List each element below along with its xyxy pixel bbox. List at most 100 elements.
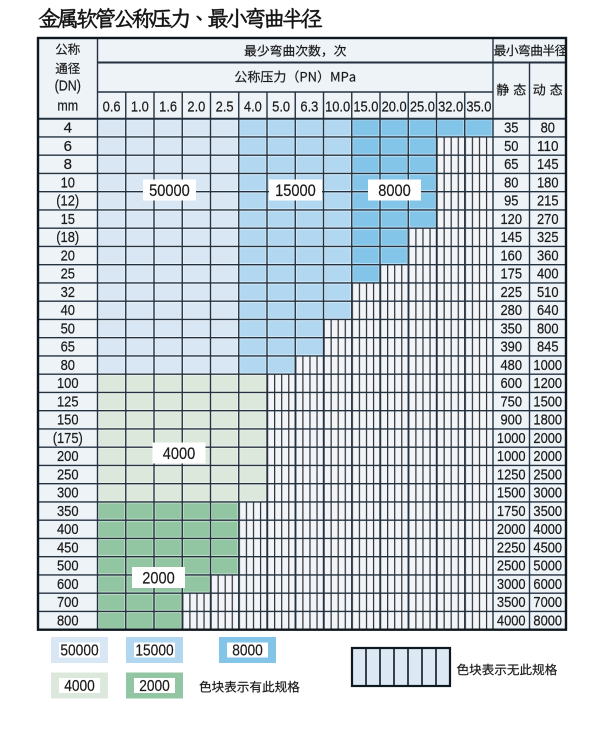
svg-text:2000: 2000 bbox=[139, 678, 170, 695]
svg-text:35.0: 35.0 bbox=[466, 99, 491, 116]
svg-text:1000: 1000 bbox=[497, 448, 526, 465]
svg-text:280: 280 bbox=[500, 302, 522, 319]
svg-text:500: 500 bbox=[57, 558, 79, 575]
svg-text:100: 100 bbox=[57, 375, 79, 392]
svg-text:40: 40 bbox=[61, 302, 75, 319]
svg-text:4500: 4500 bbox=[533, 539, 562, 556]
svg-text:200: 200 bbox=[57, 448, 79, 465]
svg-text:510: 510 bbox=[537, 284, 559, 301]
svg-text:4.0: 4.0 bbox=[244, 99, 262, 116]
svg-text:8000: 8000 bbox=[232, 643, 263, 660]
svg-text:1800: 1800 bbox=[533, 412, 562, 429]
svg-text:180: 180 bbox=[537, 174, 559, 191]
svg-text:25.0: 25.0 bbox=[410, 99, 435, 116]
svg-text:15000: 15000 bbox=[275, 181, 316, 200]
svg-text:4000: 4000 bbox=[64, 678, 95, 695]
svg-text:6000: 6000 bbox=[533, 576, 562, 593]
svg-text:250: 250 bbox=[57, 466, 79, 483]
svg-text:700: 700 bbox=[57, 594, 79, 611]
svg-text:640: 640 bbox=[537, 302, 559, 319]
svg-text:3500: 3500 bbox=[533, 503, 562, 520]
svg-text:600: 600 bbox=[57, 576, 79, 593]
svg-text:2000: 2000 bbox=[142, 568, 175, 587]
svg-text:270: 270 bbox=[537, 211, 559, 228]
svg-text:20: 20 bbox=[61, 247, 75, 264]
svg-text:800: 800 bbox=[537, 320, 559, 337]
svg-text:4000: 4000 bbox=[533, 521, 562, 538]
svg-text:50: 50 bbox=[504, 138, 518, 155]
svg-text:2250: 2250 bbox=[497, 539, 526, 556]
svg-text:1500: 1500 bbox=[533, 393, 562, 410]
svg-text:80: 80 bbox=[541, 120, 555, 137]
svg-text:95: 95 bbox=[504, 193, 518, 210]
svg-text:5.0: 5.0 bbox=[272, 99, 290, 116]
svg-text:160: 160 bbox=[500, 247, 522, 264]
svg-text:8: 8 bbox=[64, 156, 72, 173]
svg-text:150: 150 bbox=[57, 412, 79, 429]
svg-text:6: 6 bbox=[64, 138, 72, 155]
svg-text:4000: 4000 bbox=[497, 612, 526, 629]
svg-text:125: 125 bbox=[57, 393, 79, 410]
svg-text:400: 400 bbox=[57, 521, 79, 538]
svg-text:800: 800 bbox=[57, 612, 79, 629]
svg-text:360: 360 bbox=[537, 247, 559, 264]
svg-text:845: 845 bbox=[537, 339, 559, 356]
svg-text:2000: 2000 bbox=[533, 430, 562, 447]
svg-text:15: 15 bbox=[61, 211, 75, 228]
svg-text:2500: 2500 bbox=[497, 558, 526, 575]
svg-text:65: 65 bbox=[504, 156, 518, 173]
svg-text:3000: 3000 bbox=[497, 576, 526, 593]
svg-text:7000: 7000 bbox=[533, 594, 562, 611]
svg-text:1000: 1000 bbox=[497, 430, 526, 447]
svg-text:4: 4 bbox=[64, 120, 72, 137]
svg-text:600: 600 bbox=[500, 375, 522, 392]
svg-text:50: 50 bbox=[61, 320, 75, 337]
svg-text:325: 325 bbox=[537, 229, 559, 246]
svg-text:50000: 50000 bbox=[149, 181, 190, 200]
svg-text:80: 80 bbox=[61, 357, 75, 374]
svg-text:8000: 8000 bbox=[378, 181, 411, 200]
svg-text:10.0: 10.0 bbox=[325, 99, 350, 116]
svg-text:10: 10 bbox=[61, 174, 75, 191]
svg-text:(175): (175) bbox=[53, 430, 83, 447]
svg-text:32.0: 32.0 bbox=[438, 99, 463, 116]
svg-text:2000: 2000 bbox=[497, 521, 526, 538]
svg-text:1750: 1750 bbox=[497, 503, 526, 520]
svg-text:mm: mm bbox=[57, 99, 78, 115]
svg-text:2.5: 2.5 bbox=[216, 99, 234, 116]
svg-text:0.6: 0.6 bbox=[103, 99, 121, 116]
svg-text:1500: 1500 bbox=[497, 485, 526, 502]
svg-text:110: 110 bbox=[537, 138, 559, 155]
svg-text:145: 145 bbox=[537, 156, 559, 173]
svg-text:350: 350 bbox=[500, 320, 522, 337]
svg-text:390: 390 bbox=[500, 339, 522, 356]
svg-text:145: 145 bbox=[500, 229, 522, 246]
svg-text:(DN): (DN) bbox=[55, 79, 81, 95]
svg-text:2000: 2000 bbox=[533, 448, 562, 465]
svg-text:215: 215 bbox=[537, 193, 559, 210]
svg-text:3500: 3500 bbox=[497, 594, 526, 611]
svg-text:175: 175 bbox=[500, 266, 522, 283]
svg-text:750: 750 bbox=[500, 393, 522, 410]
svg-text:20.0: 20.0 bbox=[382, 99, 407, 116]
svg-text:350: 350 bbox=[57, 503, 79, 520]
svg-text:65: 65 bbox=[61, 339, 75, 356]
svg-text:6.3: 6.3 bbox=[300, 99, 318, 116]
svg-text:(18): (18) bbox=[56, 229, 79, 246]
svg-text:1.0: 1.0 bbox=[131, 99, 149, 116]
svg-text:300: 300 bbox=[57, 485, 79, 502]
svg-text:1000: 1000 bbox=[533, 357, 562, 374]
svg-text:4000: 4000 bbox=[163, 444, 196, 463]
svg-text:2500: 2500 bbox=[533, 466, 562, 483]
svg-text:35: 35 bbox=[504, 120, 518, 137]
svg-text:1250: 1250 bbox=[497, 466, 526, 483]
svg-text:120: 120 bbox=[500, 211, 522, 228]
svg-text:2.0: 2.0 bbox=[187, 99, 205, 116]
svg-text:1.6: 1.6 bbox=[159, 99, 177, 116]
svg-text:8000: 8000 bbox=[533, 612, 562, 629]
svg-text:5000: 5000 bbox=[533, 558, 562, 575]
svg-text:450: 450 bbox=[57, 539, 79, 556]
svg-text:15000: 15000 bbox=[135, 643, 173, 660]
svg-text:32: 32 bbox=[61, 284, 75, 301]
svg-text:3000: 3000 bbox=[533, 485, 562, 502]
